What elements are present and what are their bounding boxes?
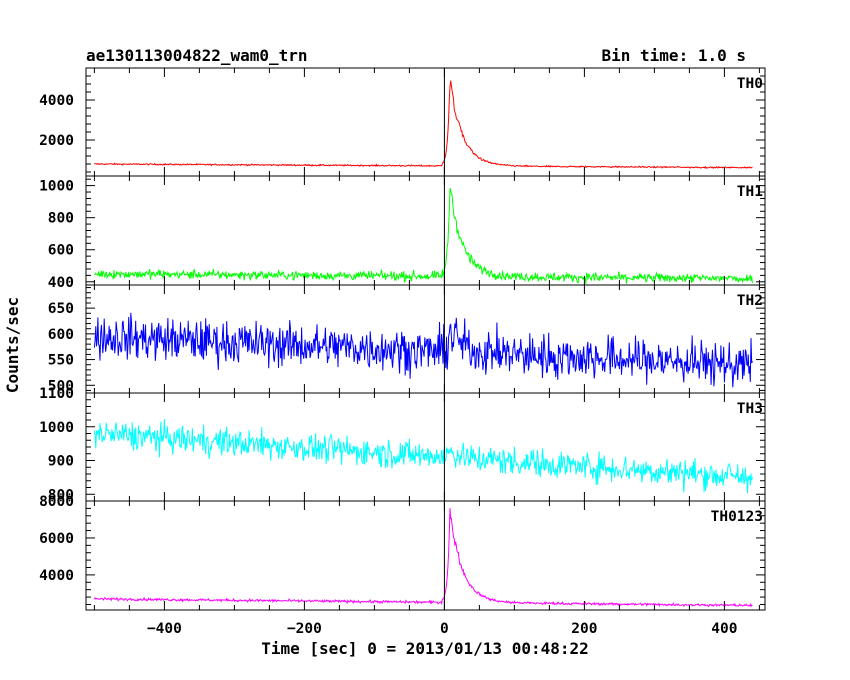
panel-th2: 500 550 600 650 TH2 — [48, 284, 766, 394]
panel-name-label: TH3 — [737, 401, 763, 417]
y-tick-label: 600 — [48, 327, 74, 343]
y-tick-label: 8000 — [39, 494, 74, 510]
y-tick-label: 1000 — [39, 420, 74, 436]
panel-th3: 800 900 1000 1100 TH3 — [39, 386, 766, 503]
panel-name-label: TH2 — [737, 293, 763, 309]
x-axis-label: Time [sec] 0 = 2013/01/13 00:48:22 — [261, 639, 589, 658]
y-tick-label: 900 — [48, 454, 74, 470]
y-tick-label: 550 — [48, 353, 74, 369]
y-tick-label: 4000 — [39, 93, 74, 109]
panel-th0123: 4000 6000 8000 TH0123 — [39, 494, 766, 611]
y-tick-label: 1100 — [39, 386, 74, 402]
series-line-th0 — [94, 80, 753, 170]
y-tick-label: 500 — [48, 378, 74, 394]
panel-name-label: TH1 — [737, 184, 763, 200]
y-tick-label: 400 — [48, 275, 74, 291]
series-line-th3 — [93, 419, 753, 494]
bin-time-label: Bin time: 1.0 s — [602, 46, 747, 65]
x-tick-label: −200 — [287, 621, 322, 637]
series-line-th1 — [94, 188, 753, 284]
y-tick-label: 650 — [48, 301, 74, 317]
x-tick-label: 0 — [440, 621, 449, 637]
y-tick-label: 600 — [48, 243, 74, 259]
x-tick-label: −400 — [147, 621, 182, 637]
panel-th0: 2000 4000 TH0 — [39, 67, 766, 177]
panel-th1: 400 600 800 1000 TH1 — [39, 175, 766, 291]
y-tick-label: 6000 — [39, 531, 74, 547]
x-tick-label: 200 — [571, 621, 597, 637]
panel-name-label: TH0123 — [711, 509, 763, 525]
series-line-th2 — [93, 312, 753, 388]
y-tick-label: 1000 — [39, 179, 74, 195]
y-tick-label: 800 — [48, 211, 74, 227]
y-tick-label: 4000 — [39, 568, 74, 584]
series-line-th0123 — [94, 508, 753, 608]
panel-name-label: TH0 — [737, 76, 763, 92]
panel-frame — [85, 500, 766, 611]
panel-frame — [85, 67, 766, 177]
x-tick-label: 400 — [711, 621, 737, 637]
chart-title: ae130113004822_wam0_trn — [86, 46, 308, 65]
y-tick-label: 800 — [48, 487, 74, 503]
panel-frame — [85, 392, 766, 502]
y-axis-label: Counts/sec — [3, 297, 22, 393]
panel-frame — [85, 175, 766, 286]
y-tick-label: 2000 — [39, 133, 74, 149]
